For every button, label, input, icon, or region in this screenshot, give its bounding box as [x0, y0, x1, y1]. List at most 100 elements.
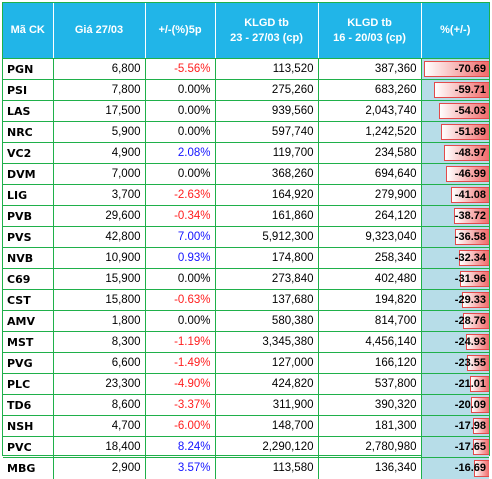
- stock-code-cell: C69: [3, 268, 54, 290]
- price-cell: 7,000: [53, 163, 146, 185]
- header-text: %(+/-): [440, 24, 471, 36]
- volume-change-bar: [455, 229, 489, 245]
- change-5d-cell: -1.19%: [145, 331, 216, 353]
- change-5d-cell: -4.90%: [145, 373, 216, 395]
- header-volume-change-pct: %(+/-): [421, 3, 489, 59]
- volume-current-cell: 161,860: [215, 205, 319, 227]
- stock-code-cell: NVB: [3, 247, 54, 269]
- volume-change-pct-label: -31.96: [454, 273, 486, 285]
- volume-change-pct-label: -17.98: [454, 420, 486, 432]
- table-row: LAS 17,500 0.00% 939,560 2,043,740 -54.03: [3, 100, 489, 122]
- bar-background: [421, 437, 489, 457]
- header-text: Mã CK: [10, 24, 45, 36]
- volume-change-bar: [467, 355, 489, 371]
- table-row: MBG 2,900 3.57% 113,580 136,340 -16.69: [3, 457, 489, 479]
- stock-code-cell: TD6: [3, 394, 54, 416]
- volume-previous-cell: 694,640: [318, 163, 422, 185]
- volume-current-cell: 424,820: [215, 373, 319, 395]
- volume-change-pct-label: -32.34: [454, 252, 486, 264]
- volume-previous-cell: 537,800: [318, 373, 422, 395]
- price-cell: 4,700: [53, 415, 146, 437]
- volume-current-cell: 275,260: [215, 79, 319, 101]
- stock-code-cell: CST: [3, 289, 54, 311]
- volume-current-cell: 2,290,120: [215, 436, 319, 458]
- volume-change-pct-label: -70.69: [454, 63, 486, 75]
- volume-change-bar: [424, 61, 489, 77]
- volume-change-pct-label: -16.69: [454, 462, 486, 474]
- volume-current-cell: 174,800: [215, 247, 319, 269]
- volume-change-bar-cell: -20.09: [421, 394, 489, 416]
- volume-change-bar-cell: -28.76: [421, 310, 489, 332]
- volume-current-cell: 311,900: [215, 394, 319, 416]
- change-5d-cell: 8.24%: [145, 436, 216, 458]
- table-row: PVG 6,600 -1.49% 127,000 166,120 -23.55: [3, 352, 489, 374]
- table-row: PVC 18,400 8.24% 2,290,120 2,780,980 -17.65: [3, 436, 489, 458]
- volume-current-cell: 148,700: [215, 415, 319, 437]
- volume-current-cell: 597,740: [215, 121, 319, 143]
- volume-change-pct-label: -24.93: [454, 336, 486, 348]
- volume-change-bar: [445, 166, 489, 182]
- price-cell: 4,900: [53, 142, 146, 164]
- bar-background: [421, 416, 489, 436]
- header-ma-ck: Mã CK: [3, 3, 54, 59]
- volume-previous-cell: 279,900: [318, 184, 422, 206]
- stock-code-cell: AMV: [3, 310, 54, 332]
- volume-previous-cell: 402,480: [318, 268, 422, 290]
- price-cell: 15,900: [53, 268, 146, 290]
- stock-code-cell: PGN: [3, 58, 54, 80]
- stock-code-cell: PSI: [3, 79, 54, 101]
- volume-change-pct-label: -51.89: [454, 126, 486, 138]
- stock-code-cell: MBG: [3, 457, 54, 479]
- volume-previous-cell: 234,580: [318, 142, 422, 164]
- volume-previous-cell: 264,120: [318, 205, 422, 227]
- price-cell: 5,900: [53, 121, 146, 143]
- volume-previous-cell: 814,700: [318, 310, 422, 332]
- stock-code-cell: MST: [3, 331, 54, 353]
- change-5d-cell: 0.00%: [145, 163, 216, 185]
- volume-current-cell: 273,840: [215, 268, 319, 290]
- volume-current-cell: 580,380: [215, 310, 319, 332]
- volume-change-bar-cell: -31.96: [421, 268, 489, 290]
- volume-change-bar-cell: -23.55: [421, 352, 489, 374]
- change-5d-cell: 0.00%: [145, 121, 216, 143]
- change-5d-cell: 0.00%: [145, 100, 216, 122]
- volume-change-bar: [459, 250, 489, 266]
- stock-code-cell: NRC: [3, 121, 54, 143]
- volume-change-pct-label: -59.71: [454, 84, 486, 96]
- header-volume-current: KLGD tb 23 - 27/03 (cp): [215, 3, 319, 59]
- volume-change-bar-cell: -17.65: [421, 436, 489, 458]
- change-5d-cell: -6.00%: [145, 415, 216, 437]
- volume-current-cell: 113,580: [215, 457, 319, 479]
- volume-change-bar: [439, 103, 489, 119]
- volume-previous-cell: 9,323,040: [318, 226, 422, 248]
- change-5d-cell: -3.37%: [145, 394, 216, 416]
- volume-change-bar-cell: -21.01: [421, 373, 489, 395]
- header-text: +/-(%)5p: [158, 24, 202, 36]
- stock-code-cell: LIG: [3, 184, 54, 206]
- header-row: Mã CK Giá 27/03 +/-(%)5p KLGD tb 23 - 27/03 …: [3, 3, 489, 59]
- price-cell: 10,900: [53, 247, 146, 269]
- volume-previous-cell: 181,300: [318, 415, 422, 437]
- volume-previous-cell: 136,340: [318, 457, 422, 479]
- price-cell: 1,800: [53, 310, 146, 332]
- volume-change-bar: [466, 334, 489, 350]
- table-row: AMV 1,800 0.00% 580,380 814,700 -28.76: [3, 310, 489, 332]
- change-5d-cell: -1.49%: [145, 352, 216, 374]
- volume-change-bar: [453, 208, 489, 224]
- price-cell: 18,400: [53, 436, 146, 458]
- volume-previous-cell: 1,242,520: [318, 121, 422, 143]
- price-cell: 2,900: [53, 457, 146, 479]
- volume-previous-cell: 387,360: [318, 58, 422, 80]
- change-5d-cell: -2.63%: [145, 184, 216, 206]
- stock-code-cell: PVC: [3, 436, 54, 458]
- volume-change-pct-label: -48.97: [454, 147, 486, 159]
- volume-previous-cell: 4,456,140: [318, 331, 422, 353]
- header-change-5d: +/-(%)5p: [145, 3, 216, 59]
- volume-previous-cell: 2,043,740: [318, 100, 422, 122]
- volume-current-cell: 127,000: [215, 352, 319, 374]
- volume-change-pct-label: -17.65: [454, 441, 486, 453]
- change-5d-cell: -0.34%: [145, 205, 216, 227]
- volume-change-bar-cell: -48.97: [421, 142, 489, 164]
- change-5d-cell: -0.63%: [145, 289, 216, 311]
- price-cell: 3,700: [53, 184, 146, 206]
